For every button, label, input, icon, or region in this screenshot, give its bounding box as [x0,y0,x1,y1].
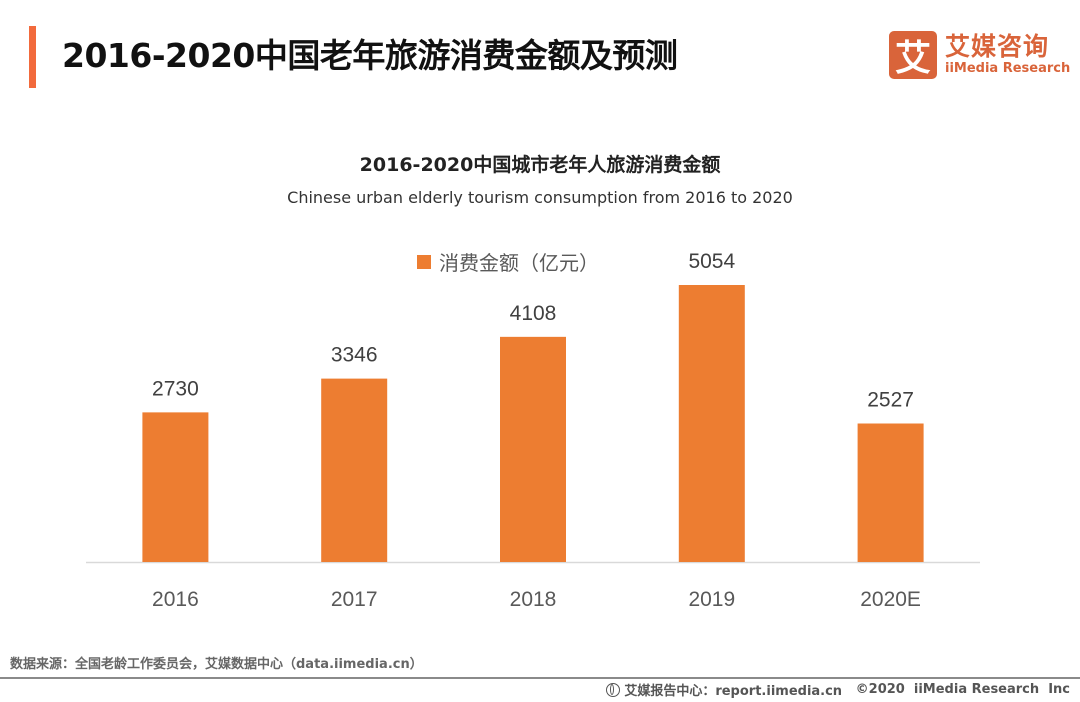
chart-subtitle: Chinese urban elderly tourism consumptio… [287,188,793,207]
logo-name-cn: 艾媒咨询 [945,32,1050,61]
legend-swatch [417,254,431,269]
x-tick-label-2020E: 2020E [860,588,921,611]
title-accent-bar [29,26,36,88]
bar-2019 [678,285,745,562]
data-label-2020E: 2527 [867,389,914,412]
bar-2020E [857,423,924,562]
bar-2016 [142,412,209,562]
data-source: 数据来源：全国老龄工作委员会，艾媒数据中心（data.iimedia.cn） [10,657,423,672]
data-label-2019: 5054 [688,250,735,273]
data-label-2017: 3346 [331,344,378,367]
globe-icon [606,682,621,697]
footer: 艾媒报告中心：report.iimedia.cn ©2020 iiMedia R… [606,680,1070,699]
bar-2017 [321,378,388,562]
x-tick-label-2019: 2019 [688,588,735,611]
bar-2018 [500,336,566,562]
x-tick-label-2017: 2017 [331,588,378,611]
logo-name-en: iiMedia Research [945,61,1071,76]
logo-mark-icon: 艾 [889,31,937,79]
copyright: ©2020 iiMedia Research Inc [855,682,1070,697]
chart-title: 2016-2020中国城市老年人旅游消费金额 [359,154,721,176]
data-label-2016: 2730 [152,377,199,400]
x-tick-label-2018: 2018 [510,588,557,611]
footer-divider [0,677,1080,679]
report-center-link[interactable]: 艾媒报告中心：report.iimedia.cn [624,684,843,699]
x-tick-label-2016: 2016 [152,588,199,611]
legend-label: 消费金额（亿元） [439,251,599,275]
iimedia-logo: 艾 艾媒咨询 iiMedia Research [889,30,1070,80]
page-title: 2016-2020中国老年旅游消费金额及预测 [62,36,678,75]
data-label-2018: 4108 [510,302,557,325]
chart-legend: 消费金额（亿元） [417,247,599,276]
